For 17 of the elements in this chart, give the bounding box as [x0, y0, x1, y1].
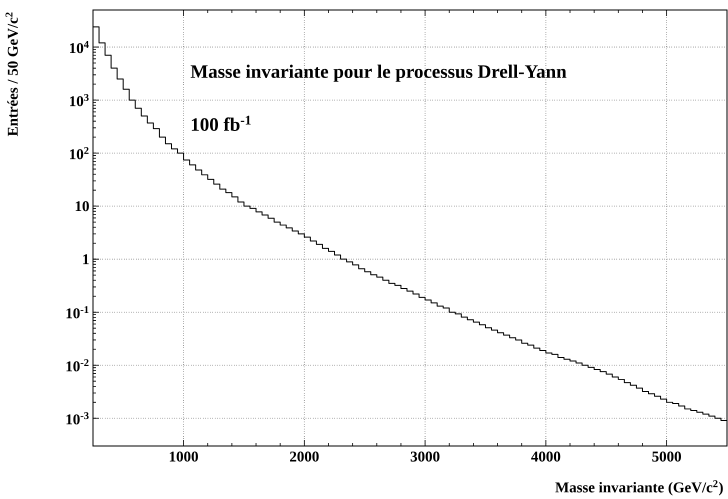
y-tick-label: 10$^{4}$ — [70, 40, 89, 54]
y-tick-label: 10$^{-3}$ — [66, 412, 89, 424]
x-tick-label: 3000 — [410, 452, 440, 462]
y-tick-label: 1 — [83, 254, 89, 264]
x-axis-title: Masse invariante (GeV/c$^{2}$) — [555, 480, 723, 496]
y-axis-title: Entrées / 50 GeV/c$^{2}$ — [6, 12, 18, 136]
x-tick-label: 4000 — [531, 452, 560, 462]
text: Masse invariante pour le processus Drell-Yann — [190, 64, 566, 82]
y-tick-label: 10$^{3}$ — [70, 94, 89, 106]
y-tick-label: 10$^{-2}$ — [66, 359, 89, 372]
y-tick-label: 10$^{2}$ — [70, 146, 89, 160]
x-tick-label: 1000 — [170, 452, 198, 462]
x-tick-label: 5000 — [652, 452, 681, 462]
x-tick-label: 2000 — [290, 452, 319, 462]
y-tick-label: 10$^{-1}$ — [66, 306, 88, 318]
annotation: 100 fb$^{-1}$ — [192, 116, 251, 131]
y-tick-label: 10 — [76, 201, 89, 212]
